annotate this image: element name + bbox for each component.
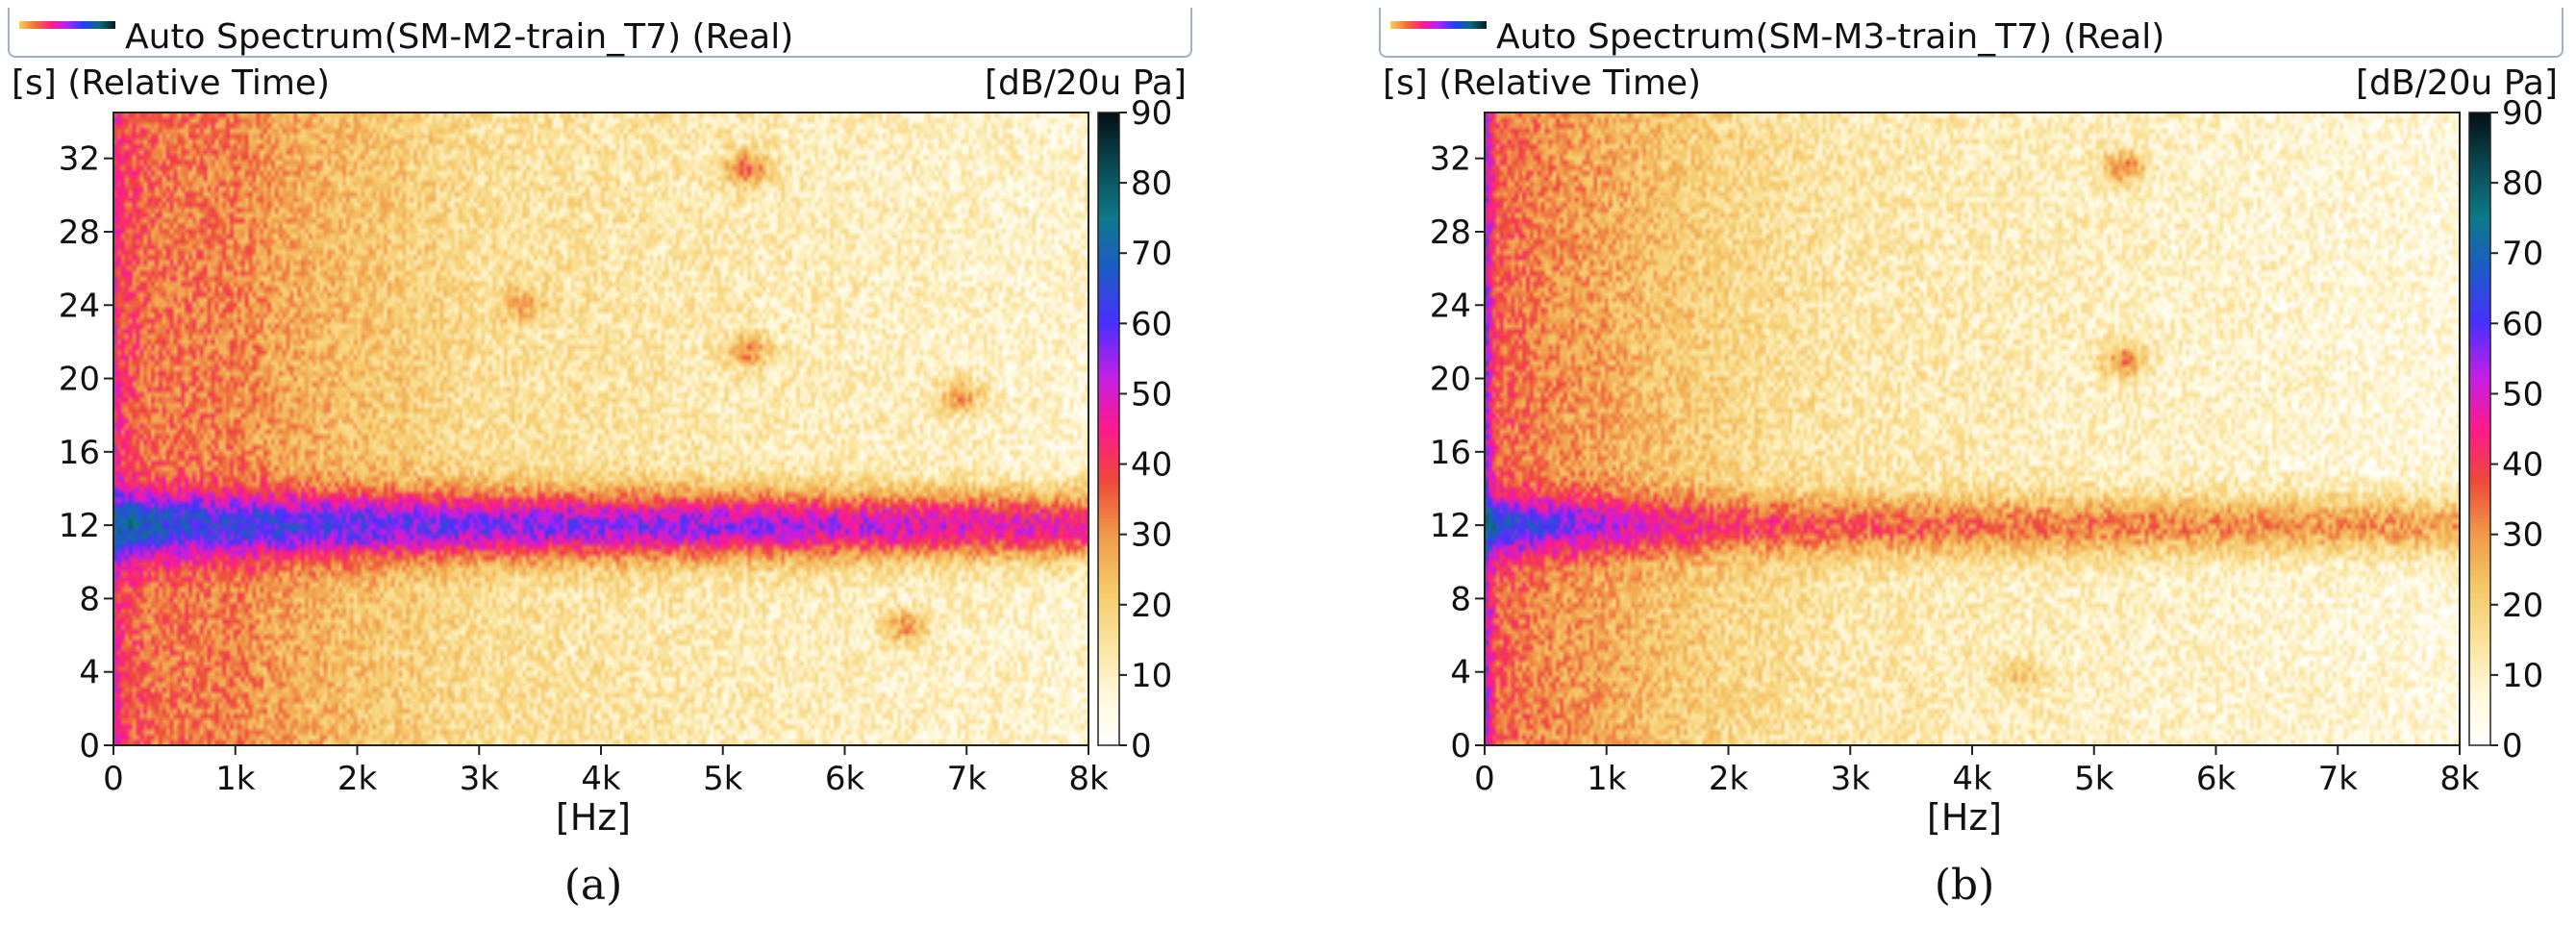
y-tick-label: 32	[59, 140, 100, 179]
colorbar	[2469, 113, 2490, 745]
y-tick-label: 12	[59, 507, 100, 545]
x-tick-label: 6k	[825, 760, 865, 798]
colorbar-tick-label: 10	[2502, 657, 2543, 695]
colorbar-tick-label: 50	[1131, 375, 1172, 414]
y-tick-label: 4	[79, 654, 100, 692]
colorbar-tick-label: 20	[2502, 587, 2543, 625]
colorbar-frame	[2468, 112, 2491, 746]
x-tick-label: 3k	[460, 760, 500, 798]
chart-title: Auto Spectrum(SM-M2-train_T7) (Real)	[125, 17, 794, 57]
x-axis-title: [Hz]	[555, 796, 632, 839]
spectrogram-panel-b: Auto Spectrum(SM-M3-train_T7) (Real) [s]…	[1371, 0, 2576, 928]
x-tick-label: 5k	[703, 760, 743, 798]
x-tick-label: 1k	[215, 760, 256, 798]
panel-caption: (a)	[563, 861, 623, 910]
x-tick-label: 8k	[2439, 760, 2480, 798]
panel-caption: (b)	[1934, 861, 1995, 910]
spectrogram-plot: 0 1k 2k 3k 4k 5k 6k 7k 8k 0 4 8 12 16 20 24 28 32 0 10 20 30 4…	[1430, 94, 2544, 798]
x-tick-label: 4k	[1952, 760, 1992, 798]
y-tick-label: 8	[1450, 580, 1471, 618]
colorbar-tick-label: 80	[2502, 164, 2543, 203]
y-tick-label: 4	[1450, 654, 1471, 692]
x-axis-title: [Hz]	[1926, 796, 2003, 839]
colorbar	[1098, 113, 1119, 745]
spectrogram-raster	[113, 113, 1088, 745]
x-tick-label: 4k	[581, 760, 621, 798]
x-tick-label: 7k	[947, 760, 988, 798]
x-tick-label: 3k	[1831, 760, 1871, 798]
colorbar-tick-label: 80	[1131, 164, 1172, 203]
colorbar-tick-label: 40	[2502, 446, 2543, 485]
y-tick-label: 24	[1430, 287, 1471, 325]
y-tick-label: 0	[79, 727, 100, 765]
colorbar-tick-label: 30	[1131, 516, 1172, 555]
chart-title: Auto Spectrum(SM-M3-train_T7) (Real)	[1496, 17, 2165, 57]
x-tick-label: 0	[103, 760, 124, 798]
colorbar-tick-label: 60	[1131, 305, 1172, 343]
y-tick-label: 8	[79, 580, 100, 618]
colorbar-tick-label: 70	[1131, 235, 1172, 273]
y-tick-label: 16	[59, 434, 100, 472]
x-tick-label: 5k	[2074, 760, 2114, 798]
colorbar-tick-label: 0	[1131, 727, 1152, 765]
colorbar-tick-label: 20	[1131, 587, 1172, 625]
colorbar-tick-label: 70	[2502, 235, 2543, 273]
colormap-swatch-icon	[19, 21, 115, 29]
y-tick-label: 24	[59, 287, 100, 325]
y-tick-label: 0	[1450, 727, 1471, 765]
spectrogram-raster	[1485, 113, 2460, 745]
y-tick-label: 16	[1430, 434, 1471, 472]
colorbar-frame	[1097, 112, 1120, 746]
x-tick-label: 0	[1474, 760, 1495, 798]
colorbar-tick-label: 40	[1131, 446, 1172, 485]
colorbar-tick-label: 0	[2502, 727, 2523, 765]
chart-title-bar: Auto Spectrum(SM-M3-train_T7) (Real)	[1379, 8, 2563, 58]
colorbar-tick-label: 50	[2502, 375, 2543, 414]
spectrogram-plot: 0 1k 2k 3k 4k 5k 6k 7k 8k 0 4 8 12 16 20 24 28 32 0 10 20 30 4…	[59, 94, 1173, 798]
x-tick-label: 6k	[2196, 760, 2237, 798]
x-tick-label: 2k	[338, 760, 378, 798]
y-tick-label: 28	[1430, 213, 1471, 252]
colorbar-tick-label: 90	[1131, 94, 1172, 133]
spectrogram-panel-a: Auto Spectrum(SM-M2-train_T7) (Real) [s]…	[0, 0, 1269, 928]
x-tick-label: 1k	[1587, 760, 1627, 798]
colorbar-tick-label: 10	[1131, 657, 1172, 695]
y-axis-title: [s] (Relative Time)	[1383, 63, 1702, 103]
colorbar-tick-label: 60	[2502, 305, 2543, 343]
x-tick-label: 7k	[2318, 760, 2359, 798]
colorbar-title: [dB/20u Pa]	[2356, 63, 2558, 103]
y-tick-label: 28	[59, 213, 100, 252]
y-tick-label: 12	[1430, 507, 1471, 545]
y-axis-title: [s] (Relative Time)	[12, 63, 331, 103]
y-tick-label: 20	[59, 361, 100, 399]
y-tick-label: 20	[1430, 361, 1471, 399]
y-tick-label: 32	[1430, 140, 1471, 179]
colorbar-title: [dB/20u Pa]	[985, 63, 1187, 103]
x-tick-label: 2k	[1709, 760, 1749, 798]
colorbar-tick-label: 30	[2502, 516, 2543, 555]
chart-title-bar: Auto Spectrum(SM-M2-train_T7) (Real)	[8, 8, 1192, 58]
colorbar-tick-label: 90	[2502, 94, 2543, 133]
x-tick-label: 8k	[1068, 760, 1109, 798]
colormap-swatch-icon	[1390, 21, 1487, 29]
